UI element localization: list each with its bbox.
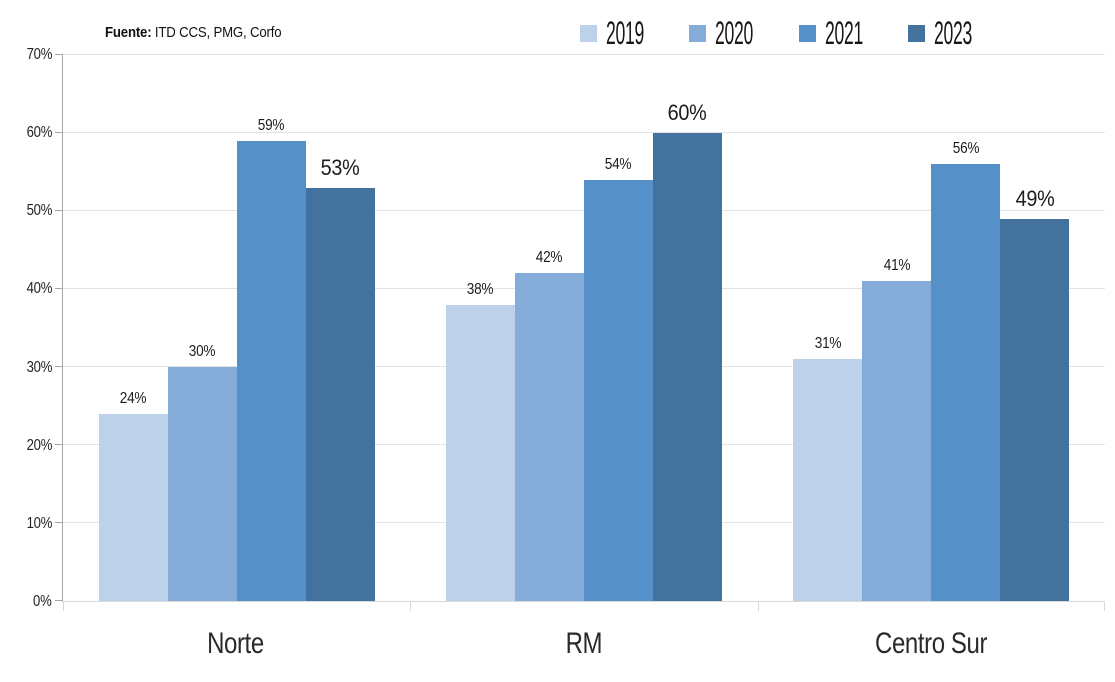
x-axis-tick — [63, 601, 64, 611]
gridline — [63, 54, 1105, 55]
category-label-centro-sur: Centro Sur — [757, 627, 1105, 660]
source-text: ITD CCS, PMG, Corfo — [151, 24, 282, 41]
legend: 2019 2020 2021 2023 — [580, 17, 977, 49]
bar-value-label: 42% — [536, 249, 563, 267]
bar-2021-centro-sur: 56% — [931, 141, 1001, 601]
gridline — [63, 132, 1105, 133]
x-axis-tick — [1104, 601, 1105, 611]
bar-2023-centro-sur: 49% — [1000, 187, 1070, 601]
bar-value-label: 53% — [320, 154, 360, 180]
x-axis-tick — [757, 601, 759, 611]
legend-swatch — [907, 24, 925, 42]
category-label-rm: RM — [410, 627, 758, 660]
bar-value-label: 30% — [188, 343, 216, 360]
bar-value-label: 54% — [605, 155, 632, 173]
bar-2023-rm: 60% — [652, 102, 722, 601]
legend-swatch — [580, 24, 598, 42]
y-axis-label: 50% — [26, 202, 52, 220]
legend-item-2021: 2021 — [798, 15, 868, 51]
bars-layer: 24% 30% 59% 53% 38% 42% 54% 60% 31% 41% 56% 49% — [63, 55, 1105, 601]
bar-2020-centro-sur: 41% — [862, 258, 932, 601]
legend-label: 2019 — [606, 15, 645, 51]
legend-label: 2023 — [933, 15, 972, 51]
category-axis: Norte RM Centro Sur — [62, 627, 1105, 660]
y-axis-tick — [55, 288, 63, 289]
legend-item-2020: 2020 — [689, 17, 758, 49]
bar-value-label: 56% — [952, 140, 980, 158]
legend-item-2019: 2019 — [580, 17, 649, 49]
bar-2020-rm: 42% — [514, 250, 584, 601]
bar-group-centro-sur: 31% 41% 56% 49% — [758, 55, 1105, 601]
bar-value-label: 60% — [668, 100, 707, 125]
y-axis-tick — [55, 132, 63, 133]
bar-2019-rm: 38% — [445, 281, 515, 601]
bar-2021-norte: 59% — [236, 117, 306, 601]
legend-swatch — [689, 24, 707, 42]
category-label-norte: Norte — [62, 627, 410, 660]
y-axis-label: 60% — [26, 124, 52, 142]
bar-value-label: 59% — [257, 116, 285, 134]
bar-value-label: 31% — [814, 335, 842, 353]
legend-label: 2021 — [824, 15, 863, 51]
category-label-text: Centro Sur — [875, 627, 988, 660]
y-axis-tick — [55, 54, 63, 55]
bar-2023-norte: 53% — [305, 156, 375, 601]
y-axis-label: 30% — [26, 358, 52, 376]
bar-2021-rm: 54% — [583, 156, 653, 601]
bar-value-label: 49% — [1015, 185, 1055, 211]
bar-value-label: 38% — [467, 280, 494, 298]
x-axis-tick — [410, 601, 412, 611]
category-label-text: Norte — [207, 627, 265, 660]
y-axis-tick — [55, 600, 63, 601]
bar-group-norte: 24% 30% 59% 53% — [63, 55, 410, 601]
y-axis-tick — [55, 366, 63, 367]
bar-value-label: 24% — [119, 389, 147, 407]
y-axis-tick — [55, 522, 63, 523]
source-note: Fuente: ITD CCS, PMG, Corfo — [105, 24, 282, 41]
source-label: Fuente: — [105, 24, 152, 41]
y-axis-label: 20% — [26, 436, 52, 454]
category-label-text: RM — [565, 627, 602, 660]
legend-swatch — [798, 24, 816, 42]
bar-2019-centro-sur: 31% — [793, 336, 863, 601]
bar-2019-norte: 24% — [98, 390, 168, 601]
y-axis-label: 0% — [33, 593, 53, 610]
legend-item-2023: 2023 — [907, 15, 977, 51]
bar-value-label: 41% — [883, 257, 911, 275]
y-axis-tick — [55, 444, 63, 445]
y-axis-tick — [55, 210, 63, 211]
y-axis-label: 70% — [26, 46, 52, 63]
y-axis-label: 10% — [26, 514, 52, 532]
bar-group-rm: 38% 42% 54% 60% — [410, 55, 757, 601]
bar-2020-norte: 30% — [167, 344, 237, 601]
plot-area: 24% 30% 59% 53% 38% 42% 54% 60% 31% 41% 56% 49% — [55, 54, 1105, 611]
y-axis-label: 40% — [26, 280, 52, 298]
legend-label: 2020 — [715, 15, 754, 51]
y-axis: 0% 10% 20% 30% 40% 50% 60% 70% — [0, 47, 52, 610]
